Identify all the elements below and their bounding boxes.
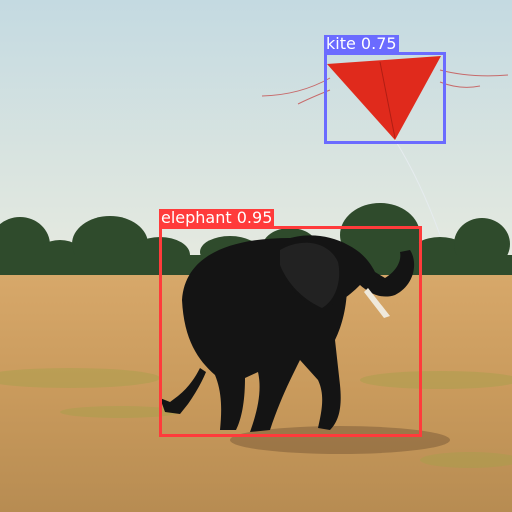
kite-confidence-score: 0.75 xyxy=(360,34,397,53)
kite-spine xyxy=(379,61,396,139)
elephant-confidence-score: 0.95 xyxy=(236,208,273,227)
grass-patches xyxy=(0,368,512,468)
elephant-shadow xyxy=(230,426,450,454)
kite-bounding-box xyxy=(324,52,446,144)
kite-shape xyxy=(327,56,441,140)
kite-detection-label: kite 0.75 xyxy=(324,35,399,52)
elephant-tusk xyxy=(364,288,390,318)
kite-string xyxy=(394,139,441,236)
kite-class-name: kite xyxy=(326,34,356,53)
elephant-class-name: elephant xyxy=(161,208,232,227)
elephant-detection-label: elephant 0.95 xyxy=(159,208,275,227)
elephant-bounding-box xyxy=(159,226,422,437)
elephant-ear xyxy=(280,242,340,308)
